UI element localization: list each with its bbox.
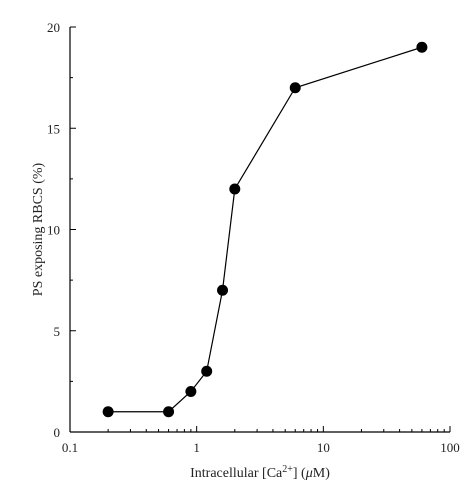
data-point — [229, 183, 241, 195]
y-tick-label: 15 — [47, 121, 60, 136]
y-tick-label: 20 — [47, 20, 60, 35]
series-line — [108, 46, 423, 413]
data-point — [217, 284, 229, 296]
series-layer — [102, 41, 428, 418]
data-point — [416, 41, 428, 53]
data-point — [185, 386, 197, 397]
axes — [69, 27, 450, 433]
x-axis-label-unit: M) — [313, 466, 330, 481]
data-point — [102, 406, 114, 418]
x-axis-label-prefix: Intracellular [Ca — [190, 466, 283, 481]
x-axis-label-superscript: 2+ — [282, 464, 293, 475]
x-tick-label: 0.1 — [62, 440, 78, 455]
x-tick-label: 100 — [440, 440, 460, 455]
data-point — [201, 365, 213, 377]
x-axis-label-mu: μ — [305, 466, 313, 481]
x-tick-label: 1 — [193, 440, 200, 455]
x-tick-label: 10 — [317, 440, 330, 455]
y-axis-label: PS exposing RBCS (%) — [31, 162, 46, 296]
x-axis-label: Intracellular [Ca2+] (μM) — [190, 464, 330, 482]
y-tick-label: 10 — [47, 223, 60, 238]
x-axis-ticks: 0.1 1 10 100 — [62, 426, 460, 455]
y-tick-label: 5 — [54, 324, 61, 339]
y-tick-label: 0 — [54, 425, 61, 440]
x-axis-label-suffix: ] ( — [293, 466, 306, 481]
data-point — [289, 82, 301, 94]
data-point — [163, 406, 175, 418]
y-axis-ticks: 0 5 10 15 20 — [47, 20, 76, 440]
